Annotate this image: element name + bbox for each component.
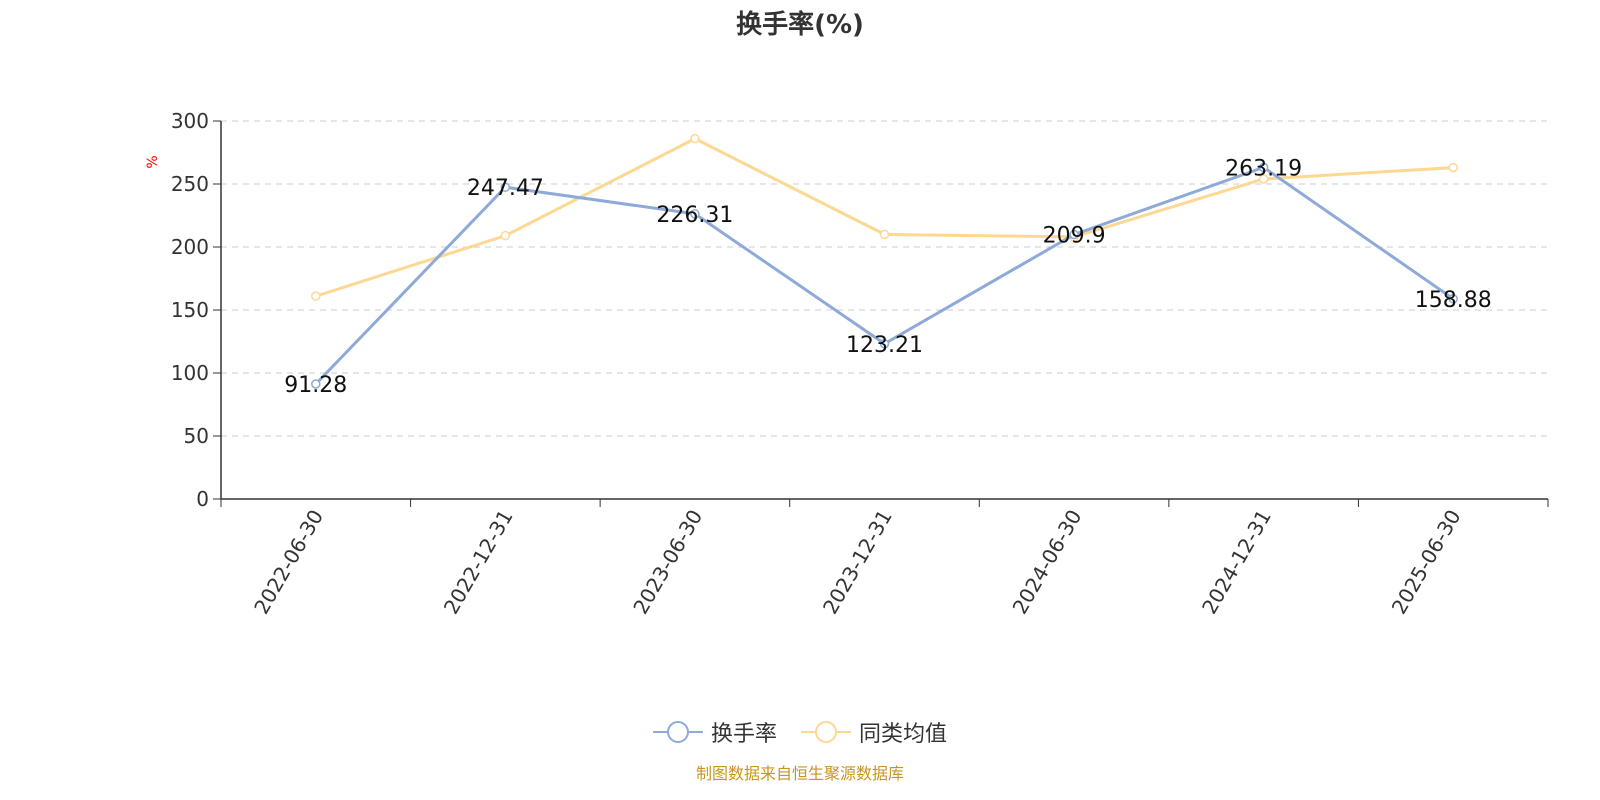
data-point (1448, 162, 1458, 173)
legend-line-circle-icon (652, 721, 703, 743)
data-point (500, 230, 511, 241)
x-tick-label: 2025-06-30 (1387, 506, 1466, 619)
chart-title: 换手率(%) (736, 10, 864, 40)
y-tick-label: 150 (171, 298, 209, 322)
data-point (1448, 294, 1458, 304)
grid-lines (221, 120, 1548, 437)
data-label: 91.28 (284, 373, 347, 398)
data-label: 123.21 (846, 333, 923, 358)
data-point (690, 133, 700, 144)
data-point (879, 339, 890, 349)
y-tick-label: 0 (196, 487, 209, 511)
data-label: 263.19 (1225, 156, 1302, 181)
data-label: 247.47 (467, 176, 544, 201)
x-tick-label: 2023-06-30 (628, 506, 707, 619)
y-tick-label: 50 (184, 424, 209, 448)
x-axis-ticks: 2022-06-30 2022-12-31 2023-06-30 2023-12-31… (220, 499, 1549, 619)
data-point (500, 182, 511, 192)
legend-line-circle-icon (801, 721, 851, 743)
y-tick-label: 250 (171, 172, 209, 196)
data-label: 209.9 (1043, 224, 1106, 249)
legend-item-turnover[interactable]: 换手率 (652, 716, 777, 748)
x-tick-label: 2022-06-30 (249, 506, 328, 619)
y-tick-label: 300 (171, 109, 209, 133)
data-point (311, 291, 321, 301)
legend-label-turnover: 换手率 (710, 722, 777, 747)
x-tick-label: 2023-12-31 (818, 506, 897, 619)
data-point (1258, 174, 1269, 184)
x-tick-label: 2024-06-30 (1007, 506, 1086, 619)
x-tick-label: 2022-12-31 (439, 506, 518, 619)
data-label: 226.31 (656, 203, 733, 228)
data-point (311, 379, 321, 389)
data-source-note: 制图数据来自恒生聚源数据库 (695, 764, 904, 783)
y-axis-label: % (145, 155, 161, 168)
data-label: 158.88 (1415, 288, 1492, 313)
legend: 换手率 同类均值 (0, 716, 1600, 748)
y-axis-ticks: 0 50 100 150 200 250 300 (171, 109, 221, 511)
x-tick-label: 2024-12-31 (1197, 506, 1276, 619)
data-point (1069, 229, 1079, 240)
data-point (879, 229, 890, 240)
legend-item-peer-average[interactable]: 同类均值 (801, 716, 947, 748)
y-tick-label: 200 (171, 235, 209, 259)
data-labels: 91.28 247.47 226.31 123.21 209.9 263.19 158.88 (284, 156, 1491, 398)
data-point (1258, 162, 1269, 173)
data-point (690, 209, 700, 219)
legend-label-peer-average: 同类均值 (859, 722, 948, 747)
series-layer (311, 133, 1458, 389)
y-tick-label: 100 (171, 361, 209, 385)
